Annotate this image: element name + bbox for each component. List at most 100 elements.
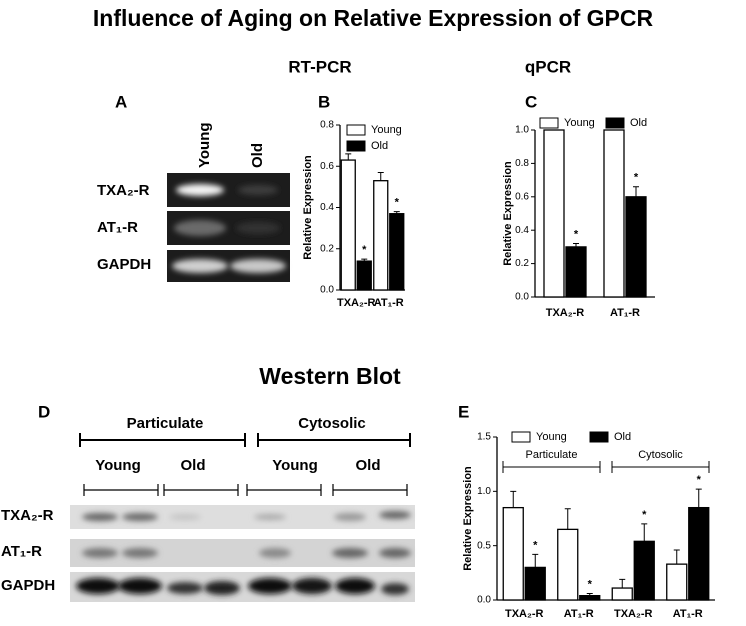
x-tick-label: AT₁-R	[673, 608, 703, 620]
heading: qPCR	[525, 57, 571, 76]
significance: *	[697, 474, 702, 486]
row-label: TXA₂-R	[97, 182, 150, 199]
bracket	[246, 484, 322, 496]
legend-swatch	[346, 140, 366, 152]
y-tick-label: 0.0	[515, 292, 529, 303]
legend-label: Old	[630, 117, 647, 129]
figure-title: Influence of Aging on Relative Expressio…	[93, 5, 654, 31]
band	[176, 184, 224, 196]
group-label: Particulate	[526, 449, 578, 461]
error-bar	[345, 153, 352, 161]
bar	[543, 129, 565, 298]
row-label: GAPDH	[97, 256, 151, 273]
significance: *	[588, 578, 593, 590]
error-bar	[673, 549, 680, 565]
fraction-label: Cytosolic	[298, 415, 366, 432]
y-tick-label: 0.2	[515, 258, 529, 269]
band	[122, 548, 158, 558]
significance: *	[362, 244, 367, 256]
lane-label: Young	[95, 457, 141, 474]
panel-label: D	[38, 402, 50, 421]
bar	[666, 563, 688, 601]
y-tick-label: 0.8	[515, 158, 529, 169]
lane-label: Old	[181, 457, 206, 474]
bar	[524, 566, 546, 601]
bar	[565, 246, 587, 298]
band	[254, 514, 286, 520]
lane-label: Old	[356, 457, 381, 474]
row-label: AT₁-R	[97, 219, 138, 236]
y-tick-label: 1.0	[515, 125, 529, 136]
panel-label: E	[458, 402, 469, 421]
legend-label: Young	[564, 117, 595, 129]
lane-label: Young	[196, 122, 213, 168]
bracket	[163, 484, 239, 496]
panel-label: B	[318, 92, 330, 111]
legend-label: Young	[371, 124, 402, 136]
error-bar	[641, 523, 648, 542]
significance: *	[634, 172, 639, 184]
error-bar	[573, 243, 579, 247]
error-bar	[361, 258, 368, 262]
bar	[389, 213, 405, 291]
x-tick-label: TXA₂-R	[505, 608, 544, 620]
gel: Young Old TXA₂-R AT₁-R GAPDH	[97, 122, 290, 282]
x-tick-label: AT₁-R	[374, 297, 404, 309]
band	[76, 578, 120, 594]
error-bar	[633, 186, 639, 197]
y-tick-label: 0.4	[320, 202, 334, 213]
band	[379, 511, 411, 519]
significance: *	[642, 509, 647, 521]
x-tick-label: TXA₂-R	[337, 297, 376, 309]
band	[172, 259, 228, 273]
y-axis-label: Relative Expression	[462, 466, 474, 571]
legend-swatch	[511, 431, 531, 443]
y-tick-label: 0.2	[320, 243, 334, 254]
error-bar	[393, 211, 400, 214]
band	[118, 578, 162, 594]
band	[381, 583, 409, 595]
band	[259, 548, 291, 558]
bracket	[79, 433, 246, 447]
y-tick-label: 0.6	[320, 161, 334, 172]
legend-swatch	[539, 117, 559, 129]
x-tick-label: AT₁-R	[564, 608, 594, 620]
error-bar	[510, 490, 517, 508]
y-tick-label: 0.4	[515, 225, 529, 236]
band	[230, 259, 286, 273]
significance: *	[533, 539, 538, 551]
error-bar	[619, 578, 626, 589]
bar	[625, 196, 647, 298]
bracket	[332, 484, 408, 496]
panel-label: C	[525, 92, 537, 111]
bar	[373, 180, 389, 291]
y-axis-label: Relative Expression	[502, 161, 514, 266]
band	[292, 578, 332, 594]
y-tick-label: 0.0	[320, 285, 334, 296]
band	[174, 220, 226, 236]
legend-label: Old	[614, 431, 631, 443]
bar	[688, 506, 710, 601]
error-bar	[564, 508, 571, 530]
blot: Particulate Cytosolic Young Old Young Ol…	[1, 415, 415, 602]
legend-label: Young	[536, 431, 567, 443]
band	[236, 222, 280, 234]
bar	[579, 595, 601, 601]
bar	[633, 540, 655, 601]
legend-swatch	[346, 124, 366, 136]
band	[238, 185, 278, 195]
y-tick-label: 0.8	[320, 120, 334, 131]
row-label: AT₁-R	[1, 543, 42, 560]
error-bar	[532, 553, 539, 568]
x-tick-label: AT₁-R	[610, 307, 640, 319]
y-tick-label: 1.5	[477, 432, 491, 443]
group-label: Cytosolic	[638, 449, 683, 461]
significance: *	[574, 228, 579, 240]
band	[122, 513, 158, 521]
bar	[603, 129, 625, 298]
x-tick-label: TXA₂-R	[614, 608, 653, 620]
bracket	[83, 484, 159, 496]
band	[167, 582, 203, 594]
row-label: TXA₂-R	[1, 507, 54, 524]
bracket	[257, 433, 411, 447]
